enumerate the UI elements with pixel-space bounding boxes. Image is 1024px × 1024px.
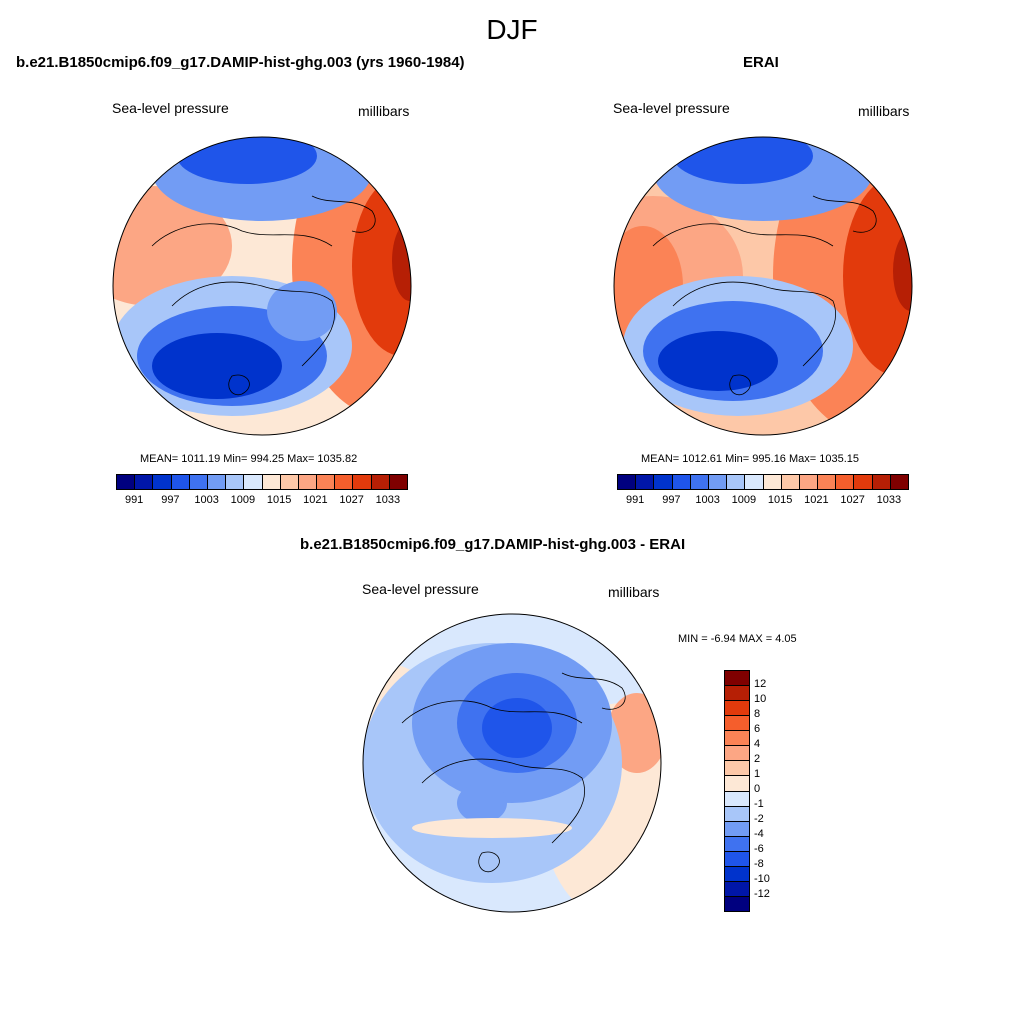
colorbar-swatch (725, 746, 749, 762)
colorbar-tick-label: 1033 (876, 494, 902, 506)
colorbar-swatch (725, 776, 749, 792)
colorbar-swatch (708, 475, 728, 489)
colorbar-swatch (672, 475, 691, 489)
colorbar-swatch (135, 475, 154, 489)
panel2-colorbar (617, 474, 909, 490)
colorbar-swatch (727, 475, 746, 489)
colorbar-swatch (836, 475, 855, 489)
colorbar-swatch (262, 475, 281, 489)
colorbar-swatch (725, 896, 749, 911)
colorbar-tick-label: 1009 (230, 494, 256, 506)
colorbar-swatch (153, 475, 172, 489)
colorbar-tick-label: 8 (754, 708, 761, 720)
colorbar-swatch (799, 475, 819, 489)
colorbar-swatch (725, 881, 749, 897)
colorbar-swatch (298, 475, 318, 489)
panel1-units-label: millibars (358, 103, 410, 119)
colorbar-swatch (725, 821, 749, 837)
colorbar-swatch (654, 475, 673, 489)
colorbar-swatch (763, 475, 782, 489)
colorbar-swatch (854, 475, 873, 489)
colorbar-swatch (636, 475, 655, 489)
colorbar-swatch (725, 716, 749, 732)
colorbar-swatch (725, 866, 749, 882)
colorbar-swatch (745, 475, 764, 489)
colorbar-tick-label: 1009 (731, 494, 757, 506)
colorbar-swatch (725, 686, 749, 702)
colorbar-tick-label: 6 (754, 723, 761, 735)
colorbar-tick-label: -10 (754, 873, 770, 885)
panel3-polar-map (362, 613, 662, 913)
colorbar-tick-label: 997 (161, 494, 180, 506)
colorbar-tick-label: 1021 (804, 494, 829, 506)
panel2-units-label: millibars (858, 103, 910, 119)
panel2-stats: MEAN= 1012.61 Min= 995.16 Max= 1035.15 (641, 453, 860, 465)
colorbar-swatch (317, 475, 336, 489)
colorbar-tick-label: 2 (754, 753, 761, 765)
panel3-units-label: millibars (608, 584, 660, 600)
colorbar-swatch (872, 475, 891, 489)
colorbar-tick-label: 12 (754, 678, 767, 690)
panel2-polar-map (613, 136, 913, 436)
colorbar-swatch (371, 475, 390, 489)
colorbar-swatch (244, 475, 263, 489)
colorbar-tick-label: 1033 (375, 494, 401, 506)
colorbar-tick-label: -8 (754, 858, 764, 870)
colorbar-swatch (781, 475, 800, 489)
panel1-variable-label: Sea-level pressure (112, 100, 229, 116)
colorbar-tick-label: -6 (754, 843, 764, 855)
season-title: DJF (486, 14, 538, 45)
colorbar-swatch (189, 475, 208, 489)
colorbar-swatch (618, 475, 637, 489)
colorbar-swatch (725, 851, 749, 867)
panel3-stats: MIN = -6.94 MAX = 4.05 (678, 633, 797, 645)
panel1-title: b.e21.B1850cmip6.f09_g17.DAMIP-hist-ghg.… (16, 54, 465, 71)
colorbar-tick-label: -2 (754, 813, 764, 825)
colorbar-swatch (171, 475, 190, 489)
panel2-variable-label: Sea-level pressure (613, 100, 730, 116)
panel1-stats: MEAN= 1011.19 Min= 994.25 Max= 1035.82 (140, 453, 358, 465)
colorbar-tick-label: 1021 (303, 494, 328, 506)
panel3-variable-label: Sea-level pressure (362, 581, 479, 597)
colorbar-swatch (725, 806, 749, 822)
colorbar-tick-label: 1003 (695, 494, 720, 506)
colorbar-tick-label: -1 (754, 798, 764, 810)
panel2-title: ERAI (743, 54, 779, 71)
panel3-colorbar (724, 670, 750, 912)
panel1-polar-map (112, 136, 412, 436)
colorbar-swatch (389, 475, 407, 489)
colorbar-tick-label: 1027 (840, 494, 865, 506)
colorbar-swatch (725, 791, 749, 807)
colorbar-swatch (725, 761, 749, 777)
colorbar-swatch (353, 475, 372, 489)
colorbar-tick-label: 991 (625, 494, 645, 506)
colorbar-tick-label: -12 (754, 888, 770, 900)
colorbar-swatch (725, 701, 749, 717)
colorbar-tick-label: 997 (662, 494, 681, 506)
colorbar-tick-label: 991 (124, 494, 144, 506)
colorbar-swatch (725, 671, 749, 687)
panel3-title: b.e21.B1850cmip6.f09_g17.DAMIP-hist-ghg.… (300, 536, 686, 553)
panel1-colorbar (116, 474, 408, 490)
colorbar-tick-label: 1027 (339, 494, 364, 506)
colorbar-swatch (725, 836, 749, 852)
colorbar-swatch (890, 475, 908, 489)
colorbar-tick-label: 1003 (194, 494, 219, 506)
colorbar-swatch (725, 731, 749, 747)
colorbar-tick-label: 1 (754, 768, 761, 780)
colorbar-swatch (207, 475, 227, 489)
colorbar-swatch (280, 475, 299, 489)
colorbar-tick-label: 0 (754, 783, 761, 795)
colorbar-tick-label: 10 (754, 693, 767, 705)
colorbar-tick-label: 1015 (266, 494, 292, 506)
colorbar-tick-label: 4 (754, 738, 761, 750)
colorbar-swatch (117, 475, 136, 489)
colorbar-swatch (335, 475, 354, 489)
colorbar-swatch (818, 475, 837, 489)
colorbar-tick-label: 1015 (767, 494, 793, 506)
colorbar-tick-label: -4 (754, 828, 764, 840)
colorbar-swatch (226, 475, 245, 489)
colorbar-swatch (690, 475, 709, 489)
